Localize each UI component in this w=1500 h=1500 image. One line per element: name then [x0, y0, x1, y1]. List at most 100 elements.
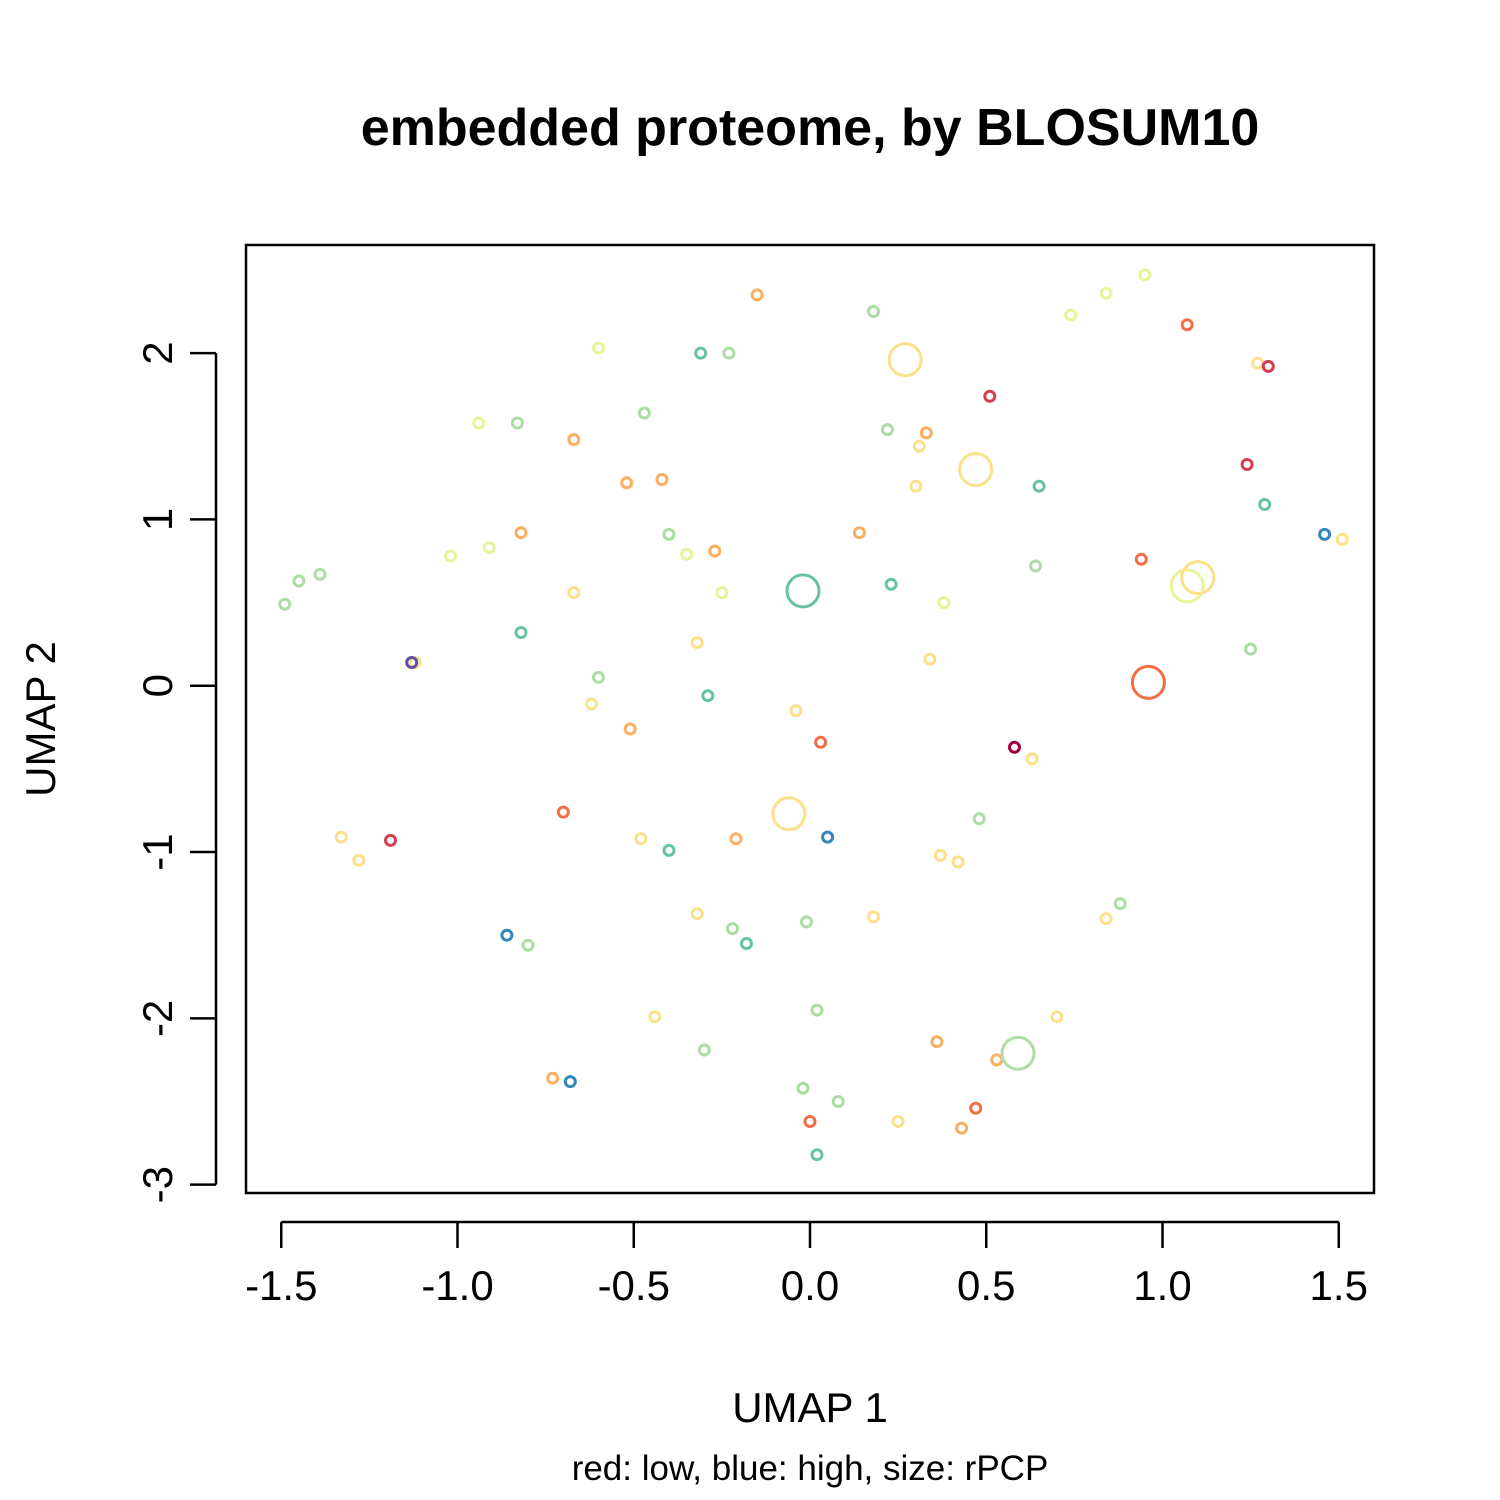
data-point: [789, 704, 803, 718]
data-point: [722, 346, 736, 360]
data-point: [482, 541, 496, 555]
data-point: [556, 805, 570, 819]
data-point: [510, 416, 524, 430]
data-point: [930, 1035, 944, 1049]
data-point: [1025, 752, 1039, 766]
data-point: [887, 342, 923, 378]
data-point: [1008, 740, 1021, 754]
data-point: [852, 526, 866, 540]
data-point: [1113, 897, 1127, 911]
data-point: [472, 416, 486, 430]
data-point: [740, 937, 753, 950]
data-point: [620, 476, 634, 490]
data-point: [1032, 479, 1046, 493]
data-point: [1318, 527, 1332, 541]
data-point: [969, 1101, 983, 1115]
data-point: [1258, 498, 1272, 511]
data-point: [592, 670, 605, 684]
x-tick-label: 0.0: [781, 1262, 839, 1309]
chart-caption: red: low, blue: high, size: rPCP: [572, 1449, 1049, 1488]
data-point: [585, 697, 598, 711]
data-point: [923, 652, 937, 666]
data-point: [1130, 664, 1166, 700]
data-point: [750, 288, 764, 302]
data-point: [972, 812, 986, 826]
x-tick-label: -0.5: [598, 1262, 670, 1309]
y-tick-label: -1: [134, 833, 181, 870]
plot-frame: [244, 243, 1376, 1195]
data-point: [796, 1081, 810, 1095]
data-point: [912, 439, 926, 453]
data-point: [1244, 642, 1258, 656]
data-point: [1251, 356, 1265, 370]
data-point: [690, 907, 704, 921]
data-point: [1134, 552, 1148, 566]
data-point: [800, 915, 813, 929]
data-point: [1099, 912, 1113, 926]
x-tick-label: 1.0: [1133, 1262, 1191, 1309]
data-point: [771, 796, 807, 832]
data-point: [1261, 359, 1275, 373]
data-point: [919, 426, 933, 440]
data-point: [831, 1095, 845, 1108]
data-point: [697, 1043, 711, 1057]
data-point: [1169, 568, 1205, 604]
x-tick-label: 1.5: [1310, 1262, 1368, 1309]
data-point: [662, 843, 676, 857]
data-point: [384, 833, 397, 847]
data-point: [1180, 560, 1216, 596]
data-point: [1180, 318, 1194, 332]
data-point: [785, 573, 821, 609]
data-point: [592, 341, 605, 355]
data-point: [567, 433, 581, 447]
data-point: [313, 567, 327, 581]
data-point: [444, 549, 457, 563]
data-point: [881, 423, 894, 437]
data-point: [690, 636, 704, 649]
data-point: [1138, 268, 1152, 282]
y-axis: -3 -2 -1 0 1 2: [134, 341, 218, 1203]
x-tick-label: 0.5: [957, 1262, 1015, 1309]
data-point: [1099, 286, 1113, 300]
y-tick-label: -2: [134, 1000, 181, 1037]
data-point: [1335, 532, 1349, 546]
data-point: [563, 1075, 577, 1089]
points-layer: [278, 268, 1349, 1162]
y-tick-label: 1: [134, 508, 181, 531]
data-point: [891, 1115, 905, 1128]
data-point: [546, 1071, 560, 1085]
data-point: [810, 1148, 824, 1162]
data-point: [521, 938, 535, 952]
y-tick-label: -3: [134, 1166, 181, 1203]
data-point: [729, 832, 743, 846]
data-point: [715, 586, 729, 600]
data-point: [933, 848, 947, 862]
data-point: [955, 1121, 969, 1135]
data-point: [334, 830, 348, 844]
data-point: [634, 832, 648, 846]
data-point: [990, 1053, 1004, 1067]
data-point: [623, 722, 637, 736]
data-point: [662, 527, 676, 541]
y-tick-label: 0: [134, 674, 181, 697]
data-point: [680, 547, 694, 561]
data-point: [814, 735, 828, 749]
data-point: [803, 1115, 817, 1128]
data-point: [708, 544, 722, 558]
data-point: [278, 597, 292, 611]
data-point: [694, 346, 708, 360]
data-point: [1240, 458, 1254, 471]
data-point: [567, 586, 581, 600]
data-point: [352, 853, 366, 867]
data-point: [405, 656, 419, 669]
data-point: [909, 479, 923, 493]
data-point: [701, 689, 715, 703]
data-point: [983, 389, 997, 403]
data-point: [655, 473, 669, 486]
data-point: [726, 922, 739, 936]
data-point: [937, 596, 951, 610]
data-point: [648, 1010, 662, 1024]
data-point: [951, 855, 965, 869]
data-point: [514, 526, 528, 540]
